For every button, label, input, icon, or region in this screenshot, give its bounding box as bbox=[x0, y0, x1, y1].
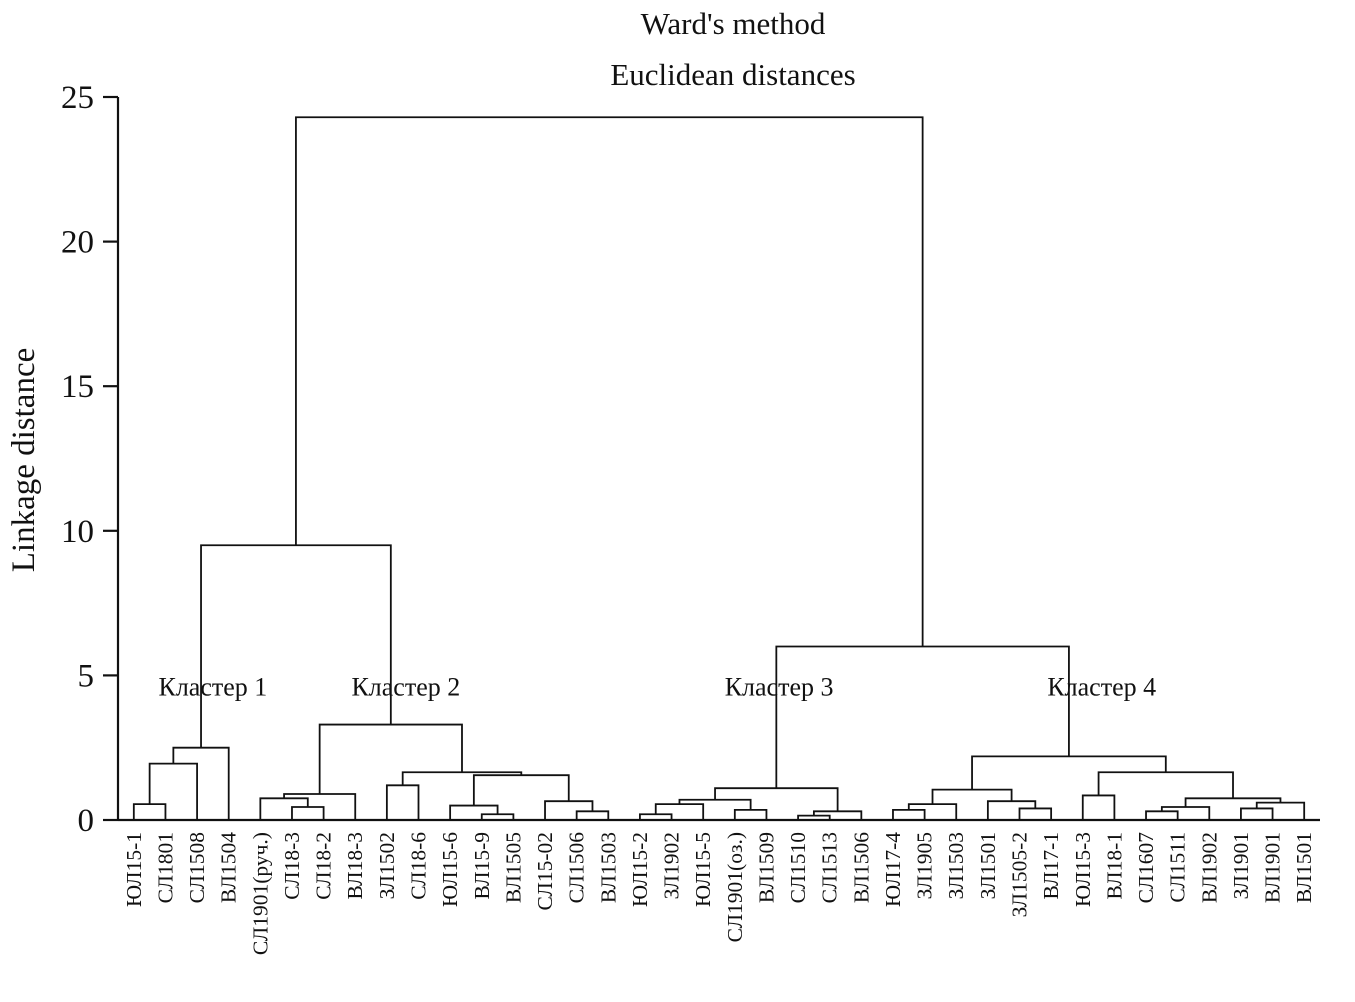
plot-area: 0 5 10 15 20 25 ЮЛ15-1 СЛ1801 СЛ1508 ВЛ1504 СЛ1901… bbox=[61, 80, 1320, 955]
cluster-annotation: Кластер 3 bbox=[725, 673, 834, 702]
leaf-label: ЮЛ15-3 bbox=[1071, 832, 1095, 907]
leaf-label: СЛ1801 bbox=[153, 832, 177, 903]
leaf-label: СЛ1607 bbox=[1134, 832, 1158, 904]
cluster-annotation: Кластер 4 bbox=[1047, 673, 1156, 702]
leaf-label: СЛ1513 bbox=[818, 832, 842, 903]
leaf-label: СЛ1506 bbox=[565, 832, 589, 904]
leaf-label: ВЛ18-3 bbox=[343, 832, 367, 900]
leaf-label: ЗЛ1502 bbox=[375, 832, 399, 899]
leaf-label: ВЛ1902 bbox=[1197, 832, 1221, 903]
cluster-annotation: Кластер 1 bbox=[158, 673, 267, 702]
y-tick-label: 10 bbox=[61, 514, 94, 550]
leaf-label: СЛ1510 bbox=[786, 832, 810, 903]
leaf-label: ЗЛ1501 bbox=[976, 832, 1000, 899]
leaf-label: ЗЛ1901 bbox=[1229, 832, 1253, 899]
y-tick-label: 20 bbox=[61, 225, 94, 261]
leaf-label: ВЛ1503 bbox=[596, 832, 620, 903]
leaf-label: ЮЛ15-5 bbox=[691, 832, 715, 907]
leaf-label: ВЛ18-1 bbox=[1102, 832, 1126, 900]
y-tick-label: 25 bbox=[61, 80, 94, 116]
leaf-label: ЮЛ15-2 bbox=[628, 832, 652, 907]
leaf-label: ЗЛ1503 bbox=[944, 832, 968, 899]
leaf-label: ВЛ1504 bbox=[217, 832, 241, 903]
leaf-label: ВЛ1509 bbox=[754, 832, 778, 903]
leaf-label: ВЛ1506 bbox=[849, 832, 873, 903]
leaf-label: ЮЛ15-6 bbox=[438, 832, 462, 907]
leaf-label: ЗЛ1902 bbox=[660, 832, 684, 899]
leaf-label: СЛ18-6 bbox=[407, 832, 431, 900]
leaf-label: СЛ18-3 bbox=[280, 832, 304, 900]
y-tick-label: 15 bbox=[61, 369, 94, 405]
leaf-label: ВЛ17-1 bbox=[1039, 832, 1063, 900]
leaf-label: ЮЛ17-4 bbox=[881, 832, 905, 907]
leaf-label: СЛ1901(руч.) bbox=[248, 832, 272, 955]
leaf-label: СЛ18-2 bbox=[312, 832, 336, 900]
leaf-label: ВЛ1901 bbox=[1261, 832, 1285, 903]
leaf-label: СЛ1901(оз.) bbox=[723, 832, 747, 942]
leaf-label: СЛ1511 bbox=[1166, 832, 1190, 903]
leaf-label: ВЛ15-9 bbox=[470, 832, 494, 900]
leaf-label: ЮЛ15-1 bbox=[122, 832, 146, 907]
leaf-label: ЗЛ1505-2 bbox=[1008, 832, 1032, 917]
dendrogram-branches bbox=[132, 116, 1306, 820]
y-axis-label: Linkage distance bbox=[6, 348, 42, 573]
leaf-label: СЛ15-02 bbox=[533, 832, 557, 911]
leaf-label: ВЛ1505 bbox=[501, 832, 525, 903]
chart-title: Ward's method bbox=[641, 6, 826, 41]
chart-subtitle: Euclidean distances bbox=[610, 57, 855, 92]
y-tick-label: 0 bbox=[78, 803, 95, 839]
y-tick-label: 5 bbox=[78, 658, 95, 694]
leaf-label: СЛ1508 bbox=[185, 832, 209, 903]
cluster-annotation: Кластер 2 bbox=[351, 673, 460, 702]
leaf-label: ЗЛ1905 bbox=[913, 832, 937, 899]
leaf-label: ВЛ1501 bbox=[1292, 832, 1316, 903]
